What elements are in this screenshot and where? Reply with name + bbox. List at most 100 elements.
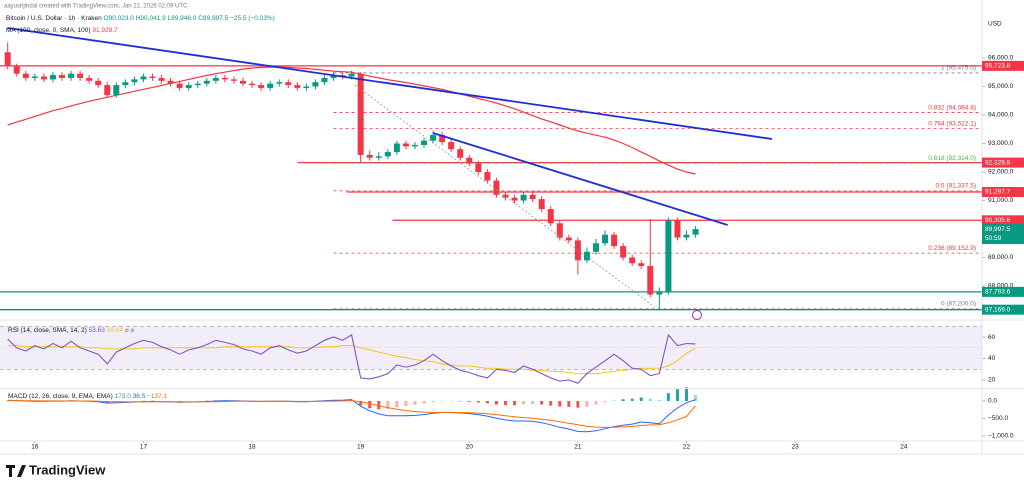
- macd-histogram-bar: [205, 400, 209, 402]
- macd-histogram-bar: [404, 400, 408, 407]
- macd-histogram-bar: [151, 400, 155, 402]
- legend-rsi: RSI (14, close, SMA, 14, 2) 53.63 49.64 …: [8, 327, 135, 334]
- legend-ma: MA (100, close, 0, SMA, 100) 91,929.7: [6, 27, 118, 34]
- price-tag: [982, 215, 1024, 226]
- candle-body: [176, 83, 183, 88]
- candle-body: [49, 75, 56, 80]
- candle-body: [602, 234, 609, 244]
- candle-body: [330, 75, 337, 78]
- fib-label: 0.236 (89,152.9): [928, 245, 976, 252]
- candle-body: [230, 79, 237, 81]
- event-icon[interactable]: [692, 310, 702, 320]
- candle-body: [149, 76, 156, 78]
- legend-main: Bitcoin / U.S. Dollar · 1h · Kraken O90,…: [6, 15, 275, 22]
- candle-body: [185, 85, 192, 88]
- candle-body: [267, 83, 274, 88]
- macd-title: MACD (12, 26, close, 9, EMA, EMA): [8, 393, 113, 400]
- trend-line: [432, 132, 728, 226]
- macd-histogram-bar: [513, 400, 517, 406]
- candle-body: [68, 73, 75, 78]
- macd-histogram-bar: [675, 389, 679, 401]
- candle-body: [475, 163, 482, 172]
- macd-histogram-bar: [503, 400, 507, 406]
- candle-body: [520, 194, 527, 201]
- logo-text: TradingView: [29, 462, 106, 477]
- symbol: Bitcoin / U.S. Dollar · 1h · Kraken: [6, 15, 102, 22]
- candle-body: [366, 154, 373, 158]
- macd-histogram-bar: [132, 400, 136, 402]
- rsi-na: ⌀: [131, 327, 135, 334]
- y-tick-label: 91,000.0: [988, 197, 1014, 204]
- line-series: [7, 399, 696, 433]
- x-tick-label: 16: [31, 444, 39, 451]
- candle-body: [31, 76, 38, 78]
- x-tick-label: 24: [900, 444, 908, 451]
- rsi-title: RSI (14, close, SMA, 14, 2): [8, 327, 87, 334]
- price-tag-label: 92,329.8: [985, 159, 1011, 166]
- macd-histogram-bar: [494, 400, 498, 405]
- macd-histogram-bar: [467, 400, 471, 402]
- fib-label: 0 (87,200.0): [941, 301, 976, 308]
- line-series: [7, 400, 696, 428]
- y-tick-label: 40: [988, 355, 996, 362]
- macd-hist-value: 173.0: [115, 393, 132, 400]
- candle-body: [158, 77, 165, 81]
- macd-histogram-bar: [612, 400, 616, 401]
- ma-name: MA (100, close, 0, SMA, 100): [6, 27, 91, 34]
- candle-body: [538, 199, 545, 210]
- macd-histogram-bar: [666, 393, 670, 401]
- candle-body: [258, 85, 265, 88]
- rsi-value: 53.63: [89, 327, 106, 334]
- macd-histogram-bar: [377, 400, 381, 410]
- macd-histogram-bar: [169, 400, 173, 402]
- macd-histogram-bar: [603, 400, 607, 403]
- fib-label: 0.764 (93,522.1): [928, 120, 976, 127]
- y-tick-label: −500.0: [988, 415, 1008, 422]
- candle-body: [665, 220, 672, 292]
- candle-body: [674, 220, 681, 238]
- macd-histogram-bar: [395, 400, 399, 408]
- candle-body: [611, 234, 618, 247]
- trend-line: [7, 27, 773, 140]
- macd-histogram-bar: [522, 400, 526, 405]
- candle-body: [421, 140, 428, 145]
- fib-label: 0.832 (94,084.8): [928, 104, 976, 111]
- price-tag-label: 89,997.5: [985, 226, 1011, 233]
- logo-icon: [6, 465, 26, 477]
- macd-histogram-bar: [413, 400, 417, 405]
- candle-body: [4, 52, 11, 67]
- y-tick-label: −1,000.0: [988, 433, 1014, 440]
- macd-histogram-bar: [123, 400, 127, 402]
- candle-body: [303, 86, 310, 88]
- countdown: 50:59: [985, 235, 1002, 242]
- y-tick-label: 95,000.0: [988, 83, 1014, 90]
- macd-histogram-bar: [440, 400, 444, 402]
- candle-body: [321, 77, 328, 83]
- x-tick-label: 21: [574, 444, 582, 451]
- candle-body: [240, 80, 247, 84]
- candle-body: [95, 80, 102, 86]
- macd-histogram-bar: [386, 400, 390, 410]
- macd-value: 36.5: [133, 393, 146, 400]
- macd-histogram-bar: [178, 400, 182, 402]
- price-tag-label: 90,305.6: [985, 217, 1011, 224]
- y-tick-label: 0.0: [988, 398, 997, 405]
- macd-histogram-bar: [485, 400, 489, 404]
- currency: USD: [988, 21, 1002, 28]
- price-tag: [982, 286, 1024, 297]
- macd-histogram-bar: [160, 400, 164, 402]
- x-tick-label: 23: [791, 444, 799, 451]
- candle-body: [384, 152, 391, 157]
- macd-histogram-bar: [458, 400, 462, 402]
- candle-body: [629, 257, 636, 264]
- y-tick-label: 92,000.0: [988, 169, 1014, 176]
- candle-body: [529, 194, 536, 200]
- macd-histogram-bar: [576, 400, 580, 408]
- candle-body: [556, 223, 563, 238]
- x-tick-label: 20: [466, 444, 474, 451]
- candle-body: [312, 82, 319, 87]
- macd-histogram-bar: [621, 399, 625, 401]
- macd-histogram-bar: [359, 400, 363, 406]
- macd-histogram-bar: [187, 400, 191, 402]
